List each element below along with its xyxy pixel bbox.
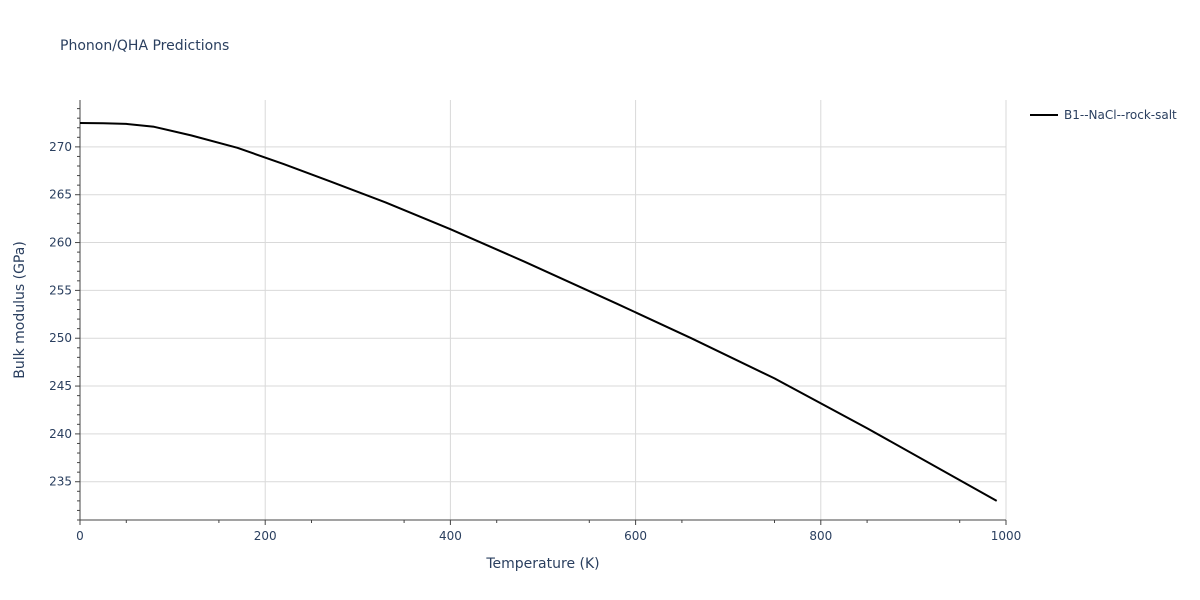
x-axis-title: Temperature (K) (485, 556, 599, 572)
y-tick-label: 255 (49, 283, 72, 297)
y-tick-label: 240 (49, 427, 72, 441)
chart-title: Phonon/QHA Predictions (60, 38, 229, 54)
x-tick-label: 800 (809, 529, 832, 543)
y-tick-label: 250 (49, 331, 72, 345)
x-tick-label: 400 (439, 529, 462, 543)
series-line[interactable] (79, 122, 998, 502)
axes: 0 200 400 600 800 1000 235 240 245 250 255 260 265 27… (49, 100, 1021, 543)
x-tick-label: 200 (254, 529, 277, 543)
y-tick-label: 270 (49, 140, 72, 154)
legend[interactable]: B1--NaCl--rock-salt (1030, 108, 1177, 122)
y-tick-label: 260 (49, 236, 72, 250)
x-tick-label: 0 (76, 529, 84, 543)
x-tick-label: 1000 (991, 529, 1022, 543)
x-tick-label: 600 (624, 529, 647, 543)
grid (80, 100, 1007, 520)
y-tick-label: 245 (49, 379, 72, 393)
legend-label: B1--NaCl--rock-salt (1064, 108, 1177, 122)
y-tick-label: 265 (49, 188, 72, 202)
y-tick-label: 235 (49, 475, 72, 489)
y-axis-title: Bulk modulus (GPa) (12, 241, 28, 379)
plot-area (79, 122, 998, 502)
